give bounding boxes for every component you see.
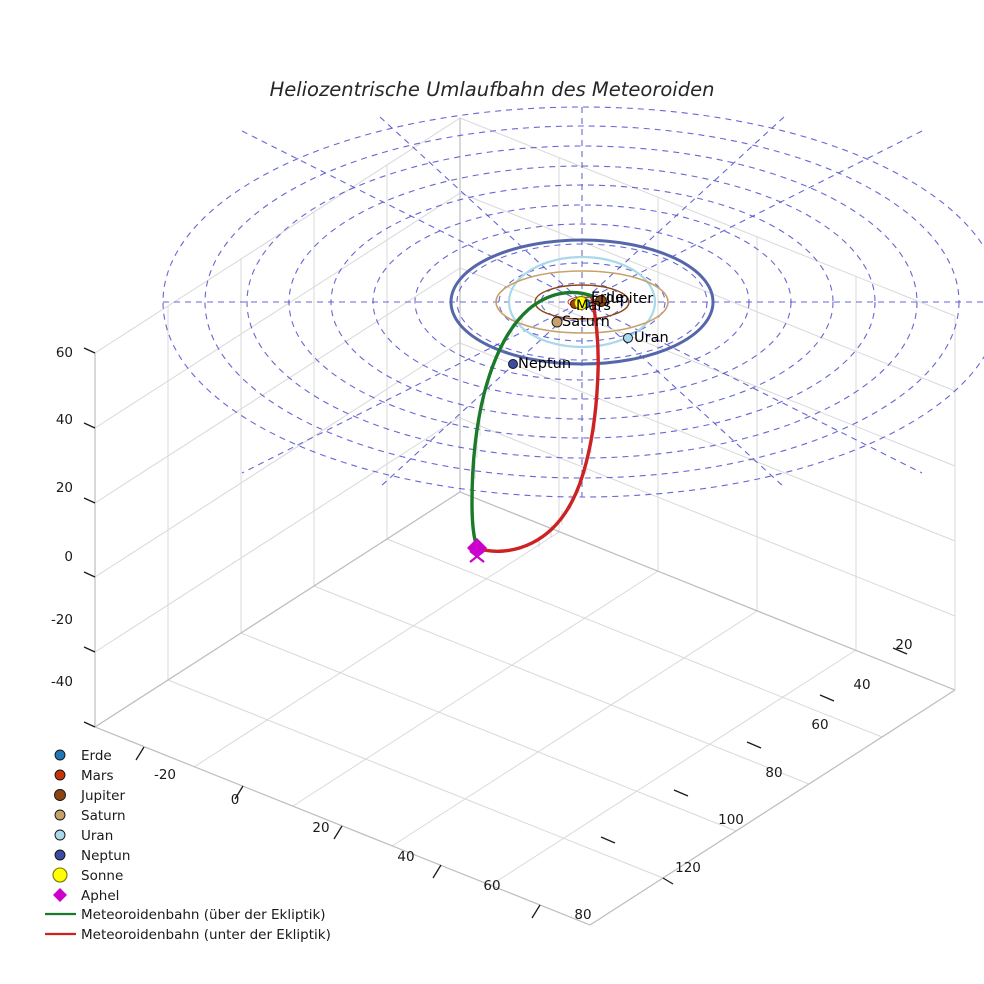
axis-spines: [94, 118, 956, 926]
right-pane-grid: [459, 117, 956, 691]
z-tick-label-40: 40: [56, 412, 73, 428]
x-axis: -20 0 20 40 60 80: [135, 746, 592, 923]
legend-marker-jupiter-icon: [54, 789, 66, 801]
marker-saturn: [551, 316, 563, 328]
label-uran: Uran: [634, 330, 669, 346]
x-tick-label-20: 20: [312, 820, 329, 836]
orbit-jupiter: [534, 284, 630, 320]
legend-marker-sonne-icon: [52, 867, 68, 883]
marker-neptun: [508, 359, 518, 369]
legend-item-uran[interactable]: Uran: [54, 828, 113, 844]
planet-orbits: [449, 238, 715, 366]
x-tick-marks: [135, 746, 541, 919]
legend-item-orbit-above[interactable]: Meteoroidenbahn (über der Ekliptik): [45, 907, 326, 923]
legend-item-orbit-below[interactable]: Meteoroidenbahn (unter der Ekliptik): [45, 927, 331, 943]
body-label-group: Erde Mars Jupiter Saturn Uran Neptun: [518, 290, 669, 372]
legend-item-sonne[interactable]: Sonne: [52, 867, 123, 884]
legend-marker-mars-icon: [54, 769, 66, 781]
legend-marker-neptun-icon: [54, 849, 66, 861]
y-axis: 20 40 60 80 100 120: [600, 637, 913, 885]
z-tick-label-m20: -20: [51, 612, 73, 628]
y-tick-label-120: 120: [675, 860, 701, 876]
marker-jupiter: [595, 295, 607, 307]
body-markers: [467, 295, 633, 563]
z-tick-marks: [83, 347, 96, 728]
legend-item-saturn[interactable]: Saturn: [54, 808, 126, 824]
y-tick-label-20: 20: [895, 637, 912, 653]
label-neptun: Neptun: [518, 356, 571, 372]
marker-uran: [623, 333, 633, 343]
z-axis: 60 40 20 0 -20 -40: [51, 345, 96, 728]
floor-pane-grid: [94, 491, 956, 926]
legend-label-uran: Uran: [81, 828, 113, 844]
legend: Erde Mars Jupiter Saturn Uran: [45, 748, 331, 943]
trajectory-above-ecliptic: [470, 290, 594, 549]
meteoroid-trajectory: [470, 290, 600, 553]
marker-aphel: [467, 538, 487, 558]
legend-label-orbit-below: Meteoroidenbahn (unter der Ekliptik): [81, 927, 331, 943]
x-tick-label-m20: -20: [154, 767, 176, 783]
legend-label-saturn: Saturn: [81, 808, 126, 824]
z-tick-label-60: 60: [56, 345, 73, 361]
y-tick-label-80: 80: [765, 765, 782, 781]
legend-item-erde[interactable]: Erde: [54, 748, 112, 764]
z-tick-label-m40: -40: [51, 674, 73, 690]
label-erde: Erde: [591, 290, 624, 306]
trajectory-below-ecliptic: [475, 295, 600, 553]
page-title: Heliozentrische Umlaufbahn des Meteoroid…: [270, 78, 715, 101]
legend-label-jupiter: Jupiter: [80, 788, 125, 804]
left-pane-grid: [94, 117, 461, 728]
legend-marker-aphel-icon: [53, 888, 67, 902]
marker-sonne: [573, 295, 589, 311]
legend-marker-erde-icon: [54, 749, 66, 761]
orbit-neptun: [449, 238, 715, 366]
legend-item-neptun[interactable]: Neptun: [54, 848, 130, 864]
label-jupiter: Jupiter: [605, 291, 653, 307]
legend-label-orbit-above: Meteoroidenbahn (über der Ekliptik): [81, 907, 326, 923]
orbit-uran: [507, 255, 657, 349]
legend-label-mars: Mars: [81, 768, 114, 784]
axes-panes: [94, 117, 956, 926]
z-tick-label-0: 0: [64, 549, 73, 565]
x-tick-label-0: 0: [231, 792, 240, 808]
orbit-saturn: [495, 270, 669, 334]
y-tick-marks: [600, 647, 908, 885]
legend-label-erde: Erde: [81, 748, 112, 764]
legend-item-jupiter[interactable]: Jupiter: [54, 788, 126, 804]
y-tick-label-60: 60: [811, 717, 828, 733]
legend-label-neptun: Neptun: [81, 848, 130, 864]
y-tick-label-100: 100: [718, 812, 744, 828]
legend-marker-uran-icon: [54, 829, 66, 841]
legend-marker-saturn-icon: [54, 809, 66, 821]
x-tick-label-80: 80: [574, 907, 591, 923]
legend-label-sonne: Sonne: [81, 868, 123, 884]
legend-item-mars[interactable]: Mars: [54, 768, 114, 784]
label-mars: Mars: [576, 298, 611, 314]
z-tick-label-20: 20: [56, 480, 73, 496]
x-tick-label-40: 40: [397, 849, 414, 865]
legend-item-aphel[interactable]: Aphel: [53, 888, 119, 904]
legend-label-aphel: Aphel: [81, 888, 119, 904]
aphel-projection-x: [469, 550, 485, 563]
label-saturn: Saturn: [562, 314, 610, 330]
x-tick-label-60: 60: [483, 878, 500, 894]
y-tick-label-40: 40: [853, 677, 870, 693]
